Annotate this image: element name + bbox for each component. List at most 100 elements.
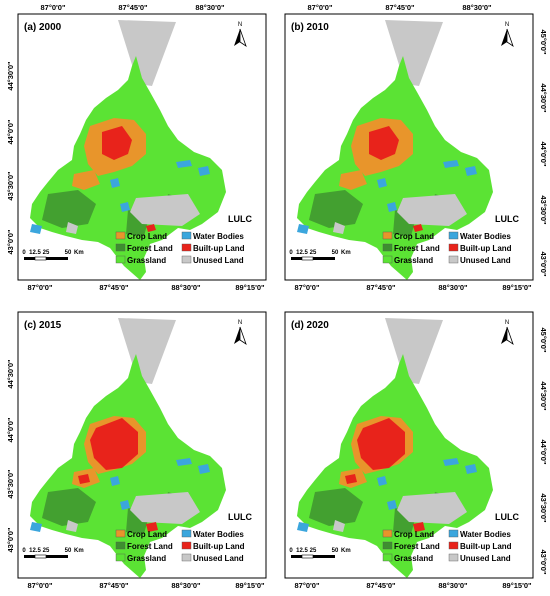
legend-swatch: [115, 529, 126, 538]
legend-label: Grassland: [394, 554, 433, 563]
legend-label: Grassland: [127, 554, 166, 563]
legend-label: Water Bodies: [460, 530, 511, 539]
svg-text:N: N: [238, 320, 242, 326]
legend-label: Grassland: [127, 256, 166, 265]
panel-label: (c) 2015: [24, 320, 62, 331]
legend: LULC Crop Land Water Bodies Forest Land Buil…: [382, 512, 519, 563]
bottom-tick-label: 87°45'0": [99, 283, 129, 292]
legend-swatch: [115, 553, 126, 562]
legend-label: Built-up Land: [460, 542, 512, 551]
left-tick-label: 43°0'0": [6, 229, 15, 254]
scale-tick-label: 25: [310, 548, 317, 554]
map-svg: (a) 2000 N 87°0'0" 87°45'0" 88°30'0" 87°0'0" 8…: [6, 3, 267, 292]
legend-label: Unused Land: [460, 554, 511, 563]
svg-text:N: N: [505, 22, 509, 28]
scale-bar: 0 12.5 25 50 Km: [289, 250, 351, 261]
bottom-tick-label: 88°30'0": [171, 581, 201, 590]
bottom-tick-label: 87°45'0": [366, 283, 396, 292]
right-tick-label: 43°0'0": [539, 251, 548, 276]
panel-label: (a) 2000: [24, 22, 62, 33]
legend-label: Built-up Land: [193, 542, 245, 551]
legend-label: Built-up Land: [193, 244, 245, 253]
scale-tick-label: 25: [310, 250, 317, 256]
legend-label: Grassland: [394, 256, 433, 265]
bottom-tick-label: 87°0'0": [294, 283, 319, 292]
right-tick-label: 43°30'0": [539, 195, 548, 225]
svg-text:N: N: [238, 22, 242, 28]
bottom-tick-label: 89°15'0": [235, 283, 265, 292]
left-tick-label: 44°30'0": [6, 61, 15, 91]
legend-swatch: [382, 541, 393, 550]
legend-label: Built-up Land: [460, 244, 512, 253]
scale-tick-label: 50: [332, 548, 339, 554]
legend-swatch: [382, 231, 393, 240]
scale-bar: 0 12.5 25 50 Km: [22, 548, 84, 559]
legend-label: Crop Land: [394, 232, 434, 241]
panel-label: (b) 2010: [291, 22, 329, 33]
scale-tick-label: 12.5: [296, 548, 308, 554]
right-tick-label: 43°0'0": [539, 549, 548, 574]
legend-swatch: [448, 243, 459, 252]
left-tick-label: 43°0'0": [6, 527, 15, 552]
legend-swatch: [181, 529, 192, 538]
map-panel-2000: (a) 2000 N 87°0'0" 87°45'0" 88°30'0" 87°0'0" 8…: [0, 0, 275, 298]
legend-swatch: [115, 243, 126, 252]
left-tick-label: 44°0'0": [6, 417, 15, 442]
bottom-tick-label: 87°0'0": [27, 283, 52, 292]
scale-tick-label: 25: [43, 250, 50, 256]
legend-label: Forest Land: [394, 542, 440, 551]
north-arrow-icon: N: [234, 320, 247, 345]
top-tick-label: 87°0'0": [40, 3, 65, 12]
legend-title: LULC: [228, 214, 252, 224]
legend-swatch: [448, 529, 459, 538]
legend-swatch: [448, 231, 459, 240]
map-panel-2010: (b) 2010 N 87°0'0" 87°45'0" 88°30'0" 87°0'0" 8…: [275, 0, 550, 298]
bottom-tick-label: 88°30'0": [438, 581, 468, 590]
legend-label: Water Bodies: [193, 232, 244, 241]
scale-tick-label: 0: [289, 548, 293, 554]
bottom-tick-label: 87°45'0": [99, 581, 129, 590]
legend-swatch: [448, 255, 459, 264]
map-panel-2020: (d) 2020 N 87°0'0" 87°45'0" 88°30'0" 89°15'0"…: [275, 298, 550, 596]
legend-swatch: [382, 243, 393, 252]
right-tick-label: 43°30'0": [539, 493, 548, 523]
svg-text:N: N: [505, 320, 509, 326]
map-svg: (d) 2020 N 87°0'0" 87°45'0" 88°30'0" 89°15'0"…: [284, 311, 548, 590]
legend-title: LULC: [495, 512, 519, 522]
top-tick-label: 88°30'0": [462, 3, 492, 12]
legend-label: Water Bodies: [460, 232, 511, 241]
left-tick-label: 43°30'0": [6, 469, 15, 499]
right-tick-label: 44°0'0": [539, 439, 548, 464]
scale-tick-label: 0: [22, 250, 26, 256]
scale-unit: Km: [74, 548, 84, 554]
legend-swatch: [115, 541, 126, 550]
legend-title: LULC: [495, 214, 519, 224]
legend-label: Water Bodies: [193, 530, 244, 539]
legend-swatch: [181, 231, 192, 240]
legend-swatch: [181, 243, 192, 252]
bottom-tick-label: 89°15'0": [235, 581, 265, 590]
map-svg: (c) 2015 N 87°0'0" 87°45'0" 88°30'0" 89°15'0"…: [6, 311, 267, 590]
legend-label: Forest Land: [127, 542, 173, 551]
legend-label: Crop Land: [127, 530, 167, 539]
right-tick-label: 44°30'0": [539, 381, 548, 411]
top-tick-label: 88°30'0": [195, 3, 225, 12]
right-tick-label: 45°0'0": [539, 327, 548, 352]
bottom-tick-label: 88°30'0": [171, 283, 201, 292]
bottom-tick-label: 87°0'0": [294, 581, 319, 590]
scale-bar: 0 12.5 25 50 Km: [289, 548, 351, 559]
legend-swatch: [448, 541, 459, 550]
top-tick-label: 87°45'0": [385, 3, 415, 12]
scale-tick-label: 0: [289, 250, 293, 256]
scale-bar: 0 12.5 25 50 Km: [22, 250, 84, 261]
left-tick-label: 44°30'0": [6, 359, 15, 389]
legend-label: Unused Land: [193, 256, 244, 265]
right-tick-label: 44°0'0": [539, 141, 548, 166]
bottom-tick-label: 87°45'0": [366, 581, 396, 590]
bottom-tick-label: 89°15'0": [502, 581, 532, 590]
legend-swatch: [382, 553, 393, 562]
legend-label: Unused Land: [460, 256, 511, 265]
legend-label: Unused Land: [193, 554, 244, 563]
scale-unit: Km: [341, 250, 351, 256]
top-tick-label: 87°45'0": [118, 3, 148, 12]
